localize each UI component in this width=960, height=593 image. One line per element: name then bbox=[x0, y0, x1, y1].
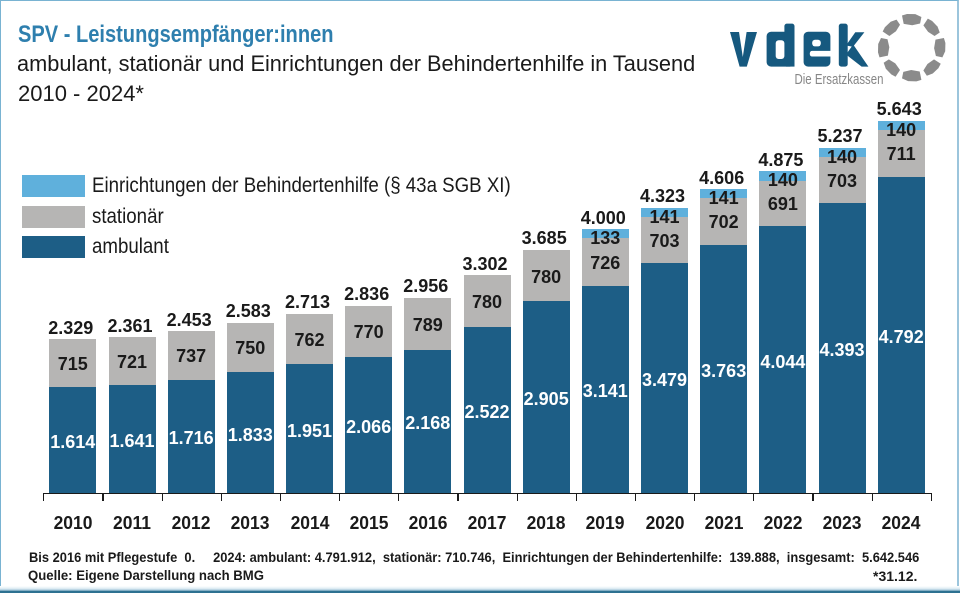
svg-text:Die Ersatzkassen: Die Ersatzkassen bbox=[795, 72, 884, 88]
